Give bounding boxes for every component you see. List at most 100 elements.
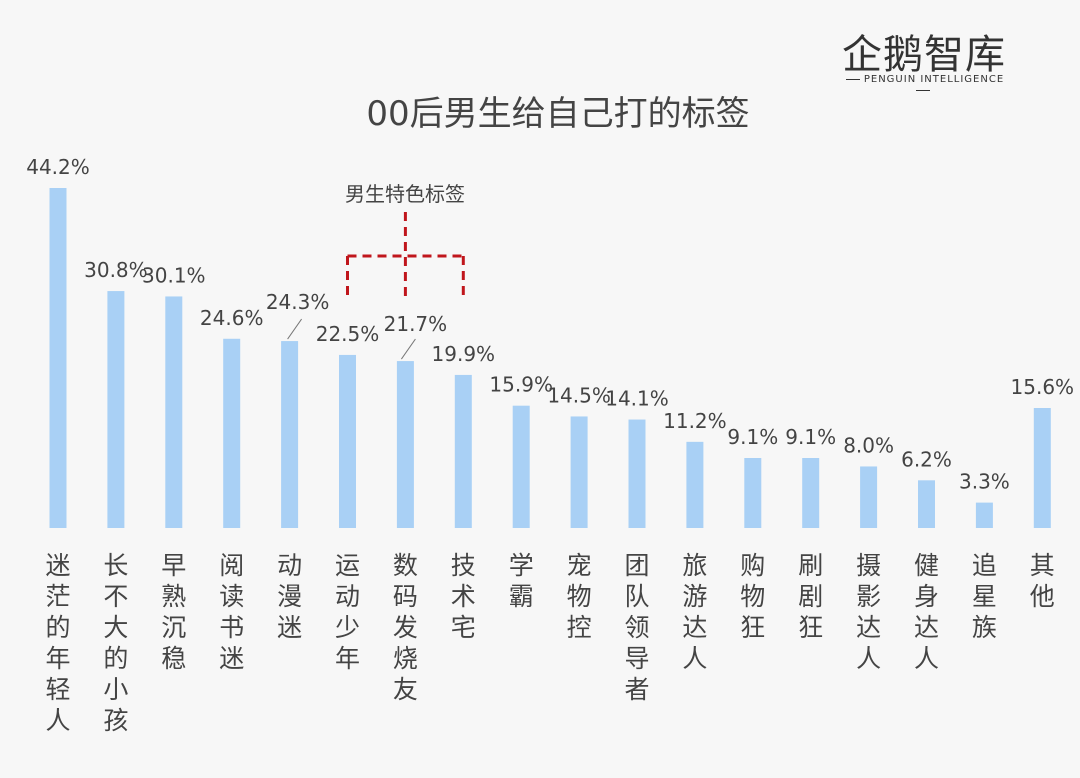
category-label: 数 bbox=[393, 551, 418, 580]
category-label: 迷 bbox=[277, 613, 302, 642]
category-label: 迷 bbox=[45, 551, 70, 580]
category-label: 旅 bbox=[682, 551, 707, 580]
chart-title: 00后男生给自己打的标签 bbox=[366, 94, 750, 134]
category-label: 狂 bbox=[798, 613, 823, 642]
bar bbox=[1033, 408, 1051, 528]
bar bbox=[744, 458, 762, 528]
category-label: 烧 bbox=[393, 644, 418, 673]
value-label: 24.3% bbox=[266, 290, 330, 314]
category-label: 码 bbox=[393, 582, 418, 611]
category-label: 术 bbox=[451, 582, 476, 611]
category-label: 其 bbox=[1030, 551, 1055, 580]
logo-name: 企鹅智库 bbox=[842, 32, 1006, 78]
category-label: 孩 bbox=[103, 706, 128, 735]
category-label: 动 bbox=[335, 582, 360, 611]
category-label: 剧 bbox=[798, 582, 823, 611]
category-label: 小 bbox=[103, 675, 128, 704]
category-label: 狂 bbox=[740, 613, 765, 642]
category-label: 年 bbox=[335, 644, 360, 673]
category-label: 刷 bbox=[798, 551, 823, 580]
category-label: 发 bbox=[393, 613, 418, 642]
category-label: 达 bbox=[914, 613, 939, 642]
bar bbox=[49, 188, 67, 528]
value-label: 11.2% bbox=[663, 409, 727, 433]
category-label: 宅 bbox=[451, 613, 476, 642]
category-label: 阅 bbox=[219, 551, 244, 580]
category-label: 年 bbox=[45, 644, 70, 673]
category-label: 少 bbox=[335, 613, 360, 642]
category-label: 长 bbox=[103, 551, 128, 580]
logo: 企鹅智库 PENGUIN INTELLIGENCE bbox=[838, 22, 1008, 100]
bar bbox=[396, 361, 414, 528]
bar bbox=[165, 296, 183, 528]
value-label: 21.7% bbox=[384, 312, 448, 336]
category-label: 健 bbox=[914, 551, 939, 580]
category-label: 的 bbox=[103, 644, 128, 673]
category-label: 购 bbox=[740, 551, 765, 580]
category-label: 书 bbox=[219, 613, 244, 642]
value-label: 9.1% bbox=[785, 425, 836, 449]
category-label: 稳 bbox=[161, 644, 186, 673]
value-label: 6.2% bbox=[901, 447, 952, 471]
category-label: 团 bbox=[624, 551, 649, 580]
value-label: 14.5% bbox=[547, 383, 611, 407]
value-label: 30.1% bbox=[142, 263, 206, 287]
category-label: 宠 bbox=[567, 551, 592, 580]
category-label: 追 bbox=[972, 551, 997, 580]
leader-line bbox=[400, 338, 416, 360]
category-label: 技 bbox=[451, 551, 476, 580]
category-label: 人 bbox=[45, 706, 70, 735]
category-label: 人 bbox=[914, 644, 939, 673]
logo-tagline: PENGUIN INTELLIGENCE bbox=[838, 74, 1008, 96]
category-label: 学 bbox=[509, 551, 534, 580]
category-label: 人 bbox=[856, 644, 881, 673]
category-label: 物 bbox=[567, 582, 592, 611]
bar bbox=[802, 458, 820, 528]
value-label: 44.2% bbox=[26, 155, 90, 179]
value-label: 3.3% bbox=[959, 470, 1010, 494]
annotation-label: 男生特色标签 bbox=[345, 182, 465, 206]
bar bbox=[975, 502, 993, 528]
category-label: 不 bbox=[103, 582, 128, 611]
value-label: 24.6% bbox=[200, 306, 264, 330]
category-label: 友 bbox=[393, 675, 418, 704]
category-label: 队 bbox=[624, 582, 649, 611]
category-label: 轻 bbox=[45, 675, 70, 704]
bar bbox=[454, 374, 472, 528]
bar bbox=[281, 341, 299, 528]
category-label: 人 bbox=[682, 644, 707, 673]
category-label: 达 bbox=[682, 613, 707, 642]
bar bbox=[512, 405, 530, 528]
bar bbox=[686, 441, 704, 528]
category-label: 游 bbox=[682, 582, 707, 611]
value-label: 22.5% bbox=[316, 322, 380, 346]
bar bbox=[107, 291, 125, 528]
category-label: 迷 bbox=[219, 644, 244, 673]
category-label: 身 bbox=[914, 582, 939, 611]
bar bbox=[339, 354, 356, 528]
category-label: 霸 bbox=[509, 582, 534, 611]
bar bbox=[223, 338, 241, 528]
category-label: 星 bbox=[972, 582, 997, 611]
category-label: 导 bbox=[624, 644, 649, 673]
category-label: 达 bbox=[856, 613, 881, 642]
value-label: 8.0% bbox=[843, 433, 894, 457]
bar bbox=[918, 480, 935, 528]
category-label: 物 bbox=[740, 582, 765, 611]
category-label: 茫 bbox=[45, 582, 70, 611]
category-label: 影 bbox=[856, 582, 881, 611]
value-label: 15.9% bbox=[489, 373, 553, 397]
leader-line bbox=[287, 318, 303, 340]
category-label: 大 bbox=[103, 613, 128, 642]
category-label: 族 bbox=[972, 613, 997, 642]
category-label: 运 bbox=[335, 551, 360, 580]
bar bbox=[570, 416, 588, 528]
category-label: 领 bbox=[624, 613, 649, 642]
value-label: 19.9% bbox=[432, 342, 496, 366]
category-label: 摄 bbox=[856, 551, 881, 580]
bar bbox=[860, 466, 878, 528]
category-label: 动 bbox=[277, 551, 302, 580]
category-label: 他 bbox=[1030, 582, 1055, 611]
category-label: 熟 bbox=[161, 582, 186, 611]
